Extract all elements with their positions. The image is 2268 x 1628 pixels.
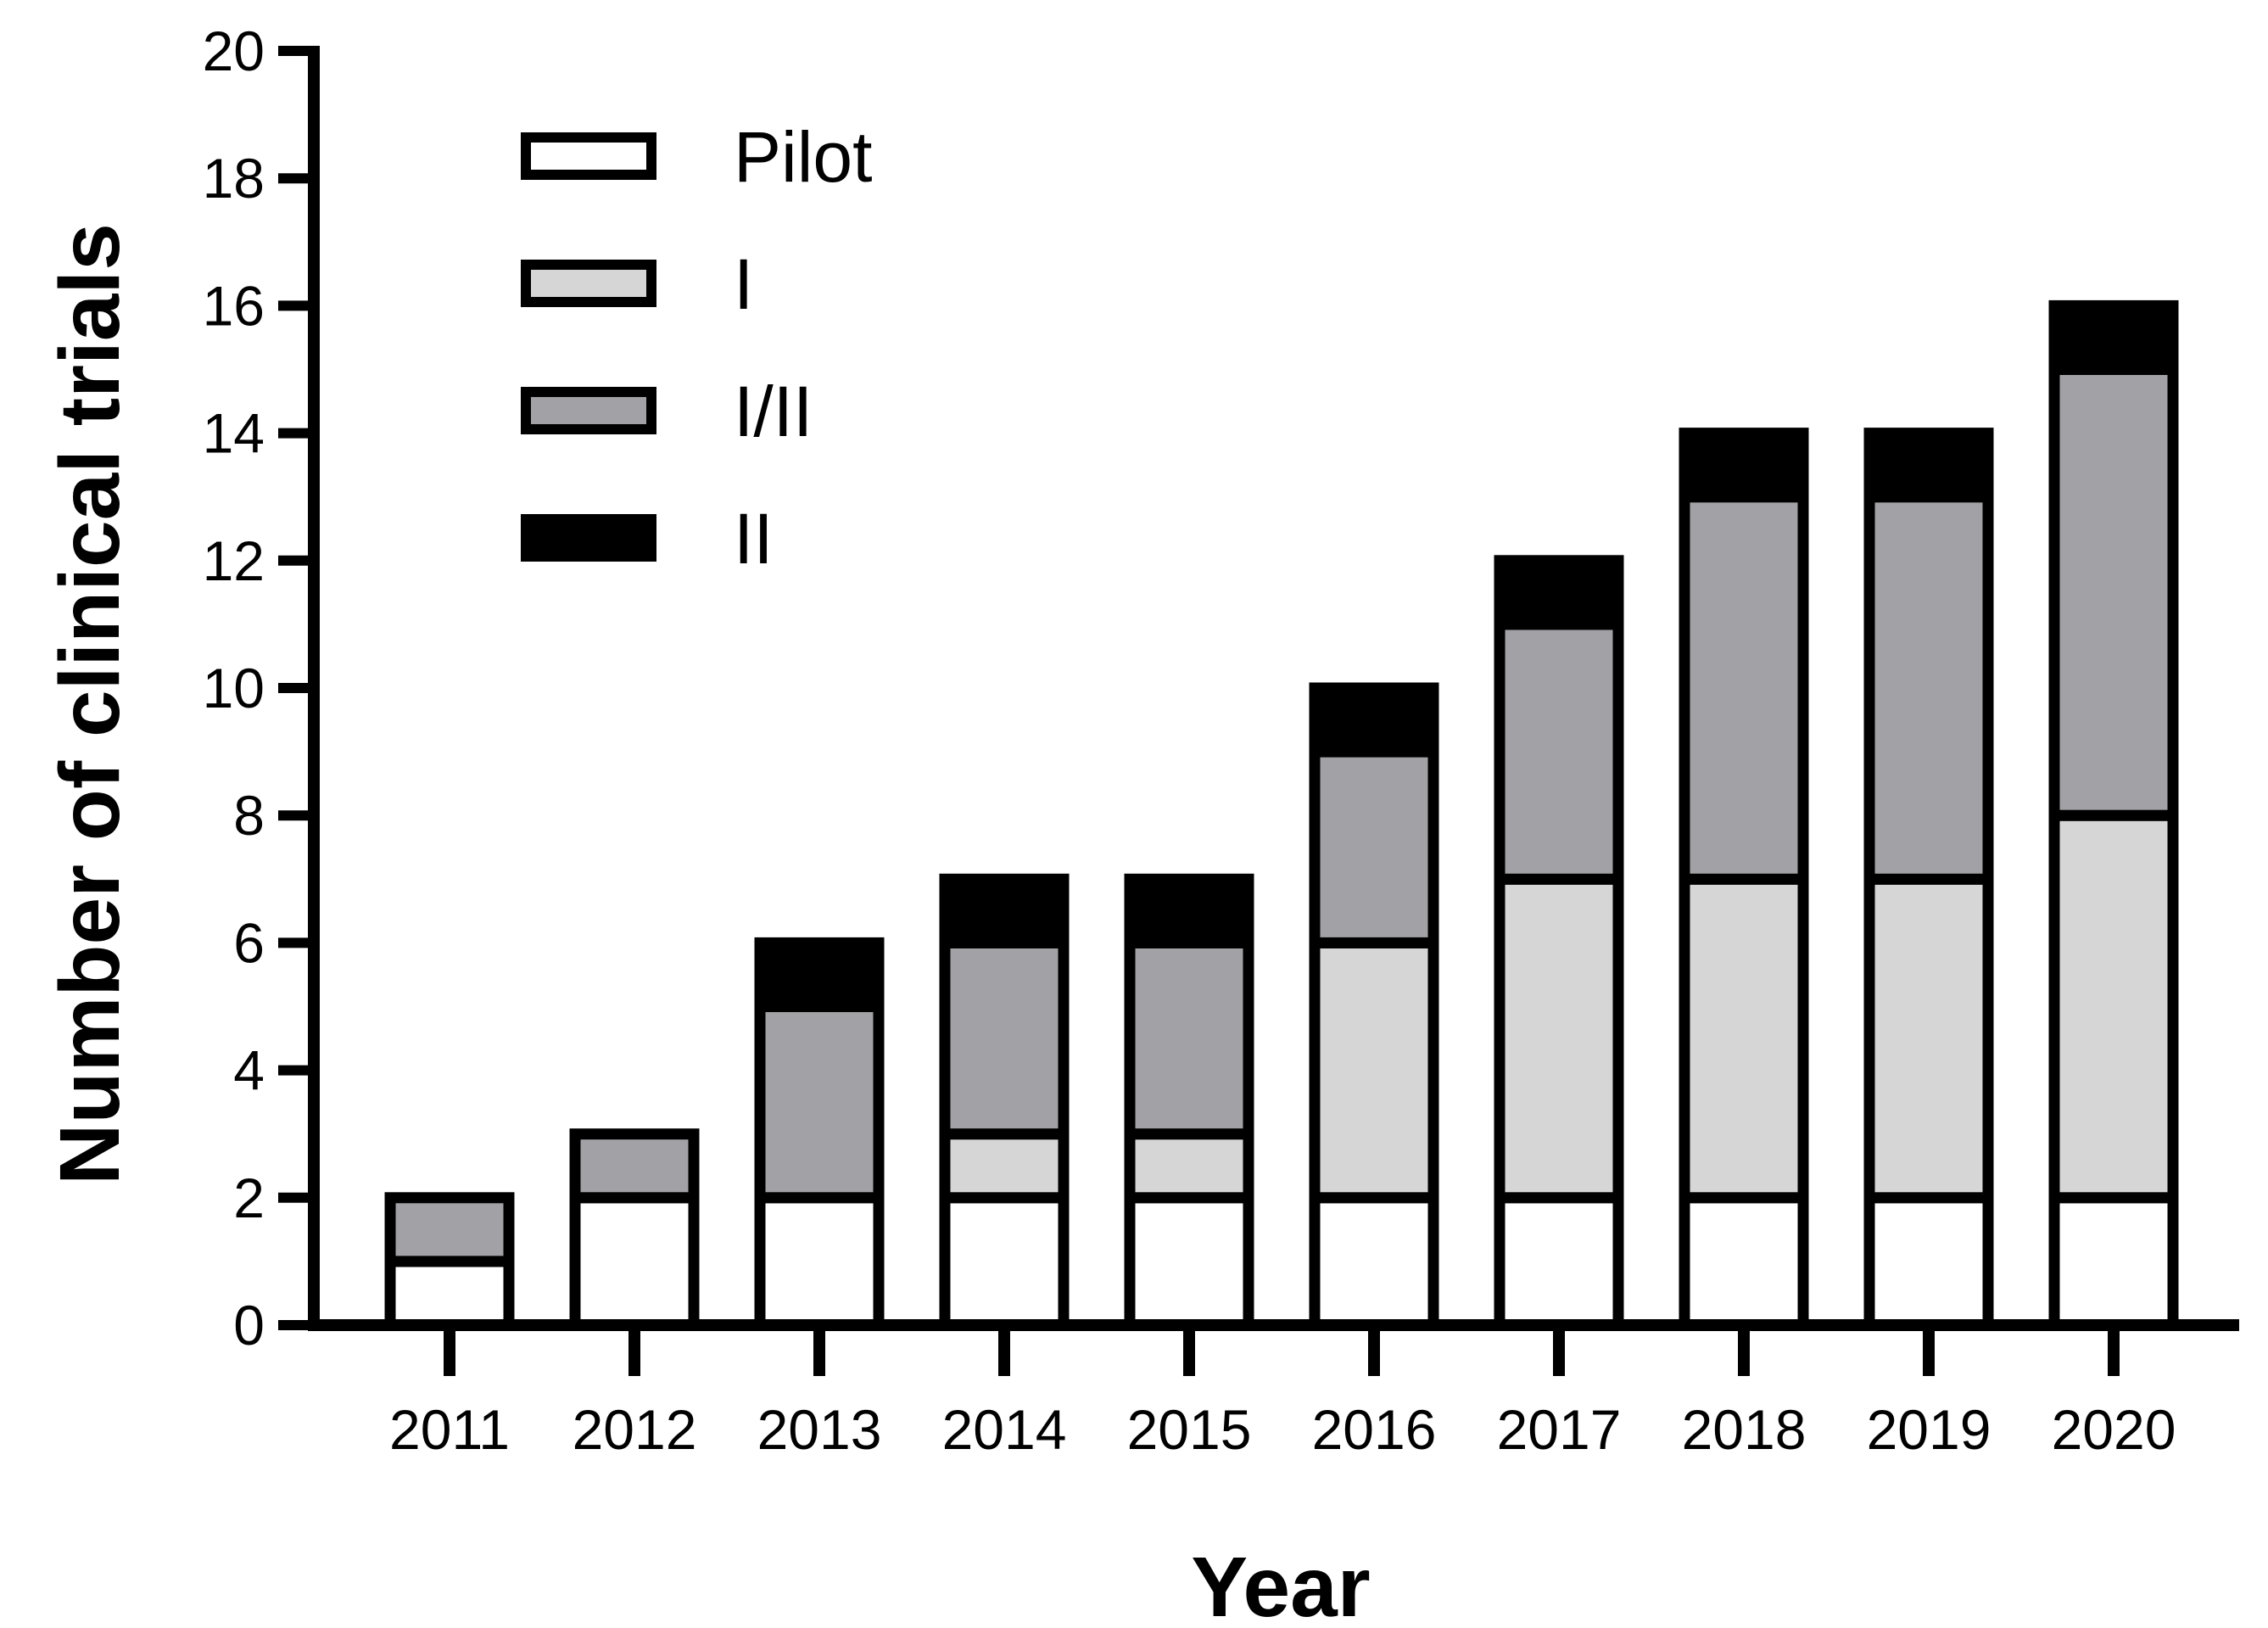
bar-segment-2016-i-ii <box>1309 746 1439 948</box>
legend-swatch-ii <box>521 514 656 562</box>
y-tick-label-20: 20 <box>203 20 265 82</box>
bar-segment-2017-i <box>1494 873 1624 1204</box>
bar-segment-2020-i <box>2048 809 2179 1204</box>
bar-segment-2011-i-ii <box>384 1192 515 1267</box>
bar-segment-2013-ii <box>754 937 885 1013</box>
x-tick-label-2018: 2018 <box>1682 1398 1807 1461</box>
bar-segment-2012-pilot <box>569 1192 700 1331</box>
bar-segment-2012-i-ii <box>569 1128 700 1204</box>
y-tick-label-18: 18 <box>203 147 265 210</box>
bar-segment-2015-ii <box>1124 873 1254 948</box>
bar-segment-2017-pilot <box>1494 1192 1624 1331</box>
y-tick-label-10: 10 <box>203 657 265 719</box>
bar-segment-2013-i-ii <box>754 1001 885 1204</box>
bar-segment-2018-pilot <box>1679 1192 1809 1331</box>
bar-segment-2015-i-ii <box>1124 937 1254 1140</box>
legend-swatch-pilot <box>521 132 656 180</box>
x-tick-label-2016: 2016 <box>1312 1398 1437 1461</box>
bar-segment-2015-pilot <box>1124 1192 1254 1331</box>
y-tick-label-2: 2 <box>233 1166 265 1229</box>
bar-segment-2016-ii <box>1309 682 1439 758</box>
bar-segment-2014-pilot <box>939 1192 1070 1331</box>
legend-swatch-i <box>521 260 656 307</box>
bar-segment-2011-pilot <box>384 1256 515 1331</box>
bar-segment-2018-ii <box>1679 428 1809 503</box>
legend-label-i-ii: I/II <box>734 372 813 451</box>
x-tick-label-2014: 2014 <box>942 1398 1067 1461</box>
legend-swatch-i-ii <box>521 387 656 434</box>
bar-segment-2019-i-ii <box>1863 491 1994 885</box>
x-axis-title: Year <box>1191 1540 1370 1628</box>
y-tick-label-4: 4 <box>233 1039 265 1102</box>
bar-segment-2020-i-ii <box>2048 364 2179 821</box>
bar-segment-2017-i-ii <box>1494 618 1624 885</box>
bars-layer <box>384 299 2179 1331</box>
bar-segment-2019-ii <box>1863 428 1994 503</box>
bar-segment-2014-i <box>939 1128 1070 1204</box>
bar-segment-2016-pilot <box>1309 1192 1439 1331</box>
bar-segment-2014-ii <box>939 873 1070 948</box>
bar-segment-2016-i <box>1309 937 1439 1204</box>
bar-segment-2019-pilot <box>1863 1192 1994 1331</box>
y-tick-label-16: 16 <box>203 274 265 337</box>
legend-label-i: I <box>734 244 753 324</box>
x-tick-label-2011: 2011 <box>389 1398 510 1461</box>
y-tick-label-12: 12 <box>203 529 265 592</box>
x-tick-label-2017: 2017 <box>1497 1398 1622 1461</box>
bar-segment-2013-pilot <box>754 1192 885 1331</box>
legend-label-ii: II <box>734 499 774 579</box>
y-tick-label-8: 8 <box>233 784 265 847</box>
bar-segment-2018-i-ii <box>1679 491 1809 885</box>
bar-segment-2019-i <box>1863 873 1994 1204</box>
bar-segment-2015-i <box>1124 1128 1254 1204</box>
x-tick-label-2012: 2012 <box>573 1398 697 1461</box>
x-tick-label-2019: 2019 <box>1867 1398 1991 1461</box>
bar-segment-2017-ii <box>1494 555 1624 630</box>
legend: Pilot I I/II II <box>521 117 872 579</box>
bar-segment-2014-i-ii <box>939 937 1070 1140</box>
x-tick-label-2020: 2020 <box>2052 1398 2176 1461</box>
y-axis-title: Number of clinical trials <box>42 223 137 1185</box>
bar-segment-2018-i <box>1679 873 1809 1204</box>
axes-layer: 0 2 4 6 8 10 12 14 16 18 20 2011 2012 2013 2014 2015 201… <box>203 20 2239 1461</box>
y-tick-label-0: 0 <box>233 1294 265 1357</box>
x-tick-label-2015: 2015 <box>1127 1398 1252 1461</box>
y-tick-label-6: 6 <box>233 911 265 974</box>
x-tick-label-2013: 2013 <box>757 1398 882 1461</box>
y-tick-label-14: 14 <box>203 402 265 465</box>
bar-segment-2020-ii <box>2048 299 2179 375</box>
legend-label-pilot: Pilot <box>734 117 872 197</box>
bar-segment-2020-pilot <box>2048 1192 2179 1331</box>
